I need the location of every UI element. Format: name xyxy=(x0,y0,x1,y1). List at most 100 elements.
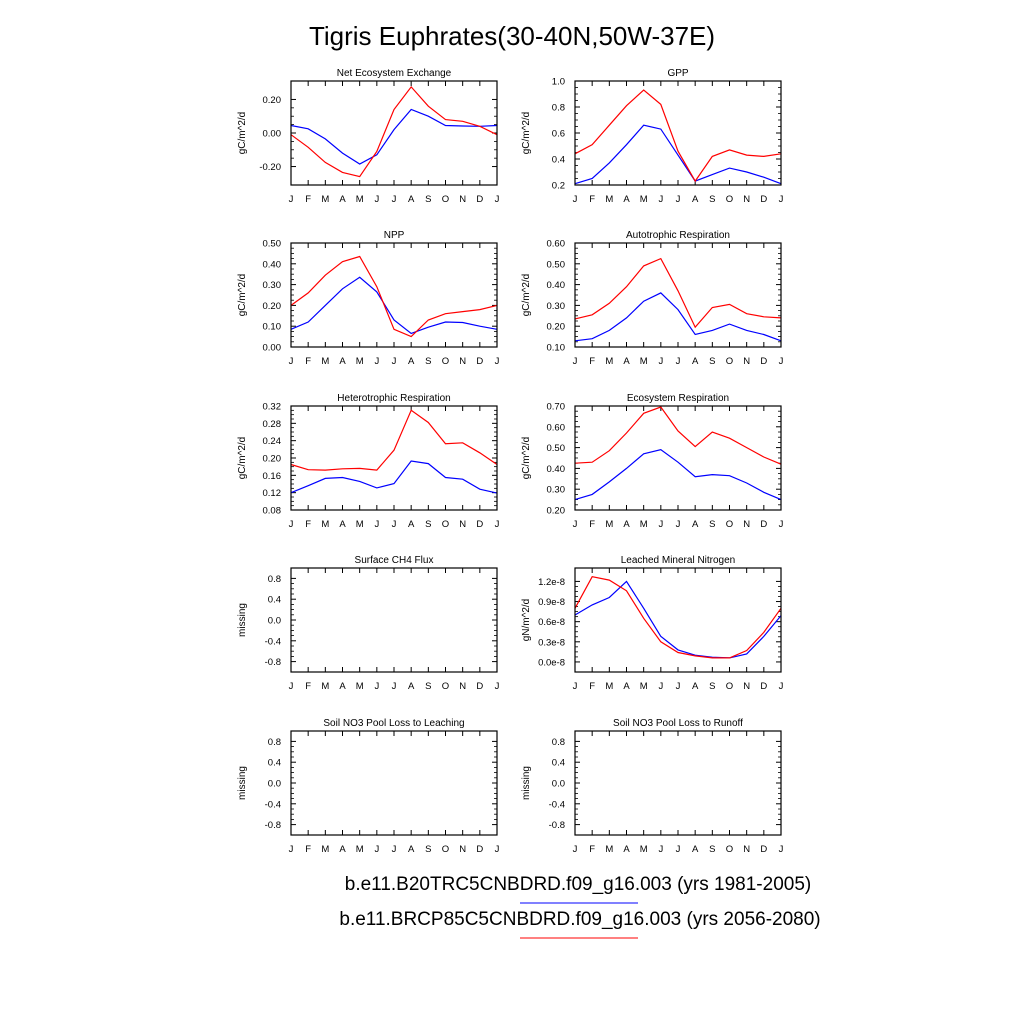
panel-ecosystem-respiration-frame xyxy=(574,405,782,511)
x-tick-label: N xyxy=(459,194,466,205)
panel-surface-ch4-flux-title: Surface CH4 Flux xyxy=(355,555,434,566)
panel-npp-frame xyxy=(290,242,498,348)
x-tick-label: F xyxy=(305,519,311,530)
y-tick-label: 0.30 xyxy=(547,301,566,312)
x-tick-label: J xyxy=(658,194,663,205)
x-tick-label: M xyxy=(356,681,364,692)
panel-autotrophic-respiration-series-blue xyxy=(574,292,782,342)
y-tick-label: 1.0 xyxy=(552,77,565,88)
x-tick-label: M xyxy=(640,194,648,205)
x-tick-label: S xyxy=(709,194,715,205)
x-tick-label: A xyxy=(623,681,630,692)
x-tick-label: J xyxy=(289,681,294,692)
panel-heterotrophic-respiration-title: Heterotrophic Respiration xyxy=(337,393,450,404)
x-tick-label: J xyxy=(392,681,397,692)
x-tick-label: F xyxy=(589,194,595,205)
y-tick-label: 0.9e-8 xyxy=(538,597,565,608)
y-tick-label: 0.8 xyxy=(268,574,281,585)
x-tick-label: J xyxy=(779,519,784,530)
x-tick-label: N xyxy=(743,356,750,367)
panel-heterotrophic-respiration-frame xyxy=(290,405,498,511)
y-tick-label: 0.00 xyxy=(263,343,282,354)
x-tick-label: O xyxy=(442,519,449,530)
x-tick-label: S xyxy=(709,844,715,855)
panel-surface-ch4-flux-ylabel: missing xyxy=(237,603,248,637)
y-tick-label: 0.70 xyxy=(547,402,566,413)
x-tick-label: M xyxy=(356,194,364,205)
x-tick-label: S xyxy=(709,519,715,530)
panel-autotrophic-respiration-frame xyxy=(574,242,782,348)
x-tick-label: J xyxy=(573,356,578,367)
panel-npp-series-red xyxy=(290,255,498,338)
panel-gpp-frame xyxy=(574,80,782,186)
y-tick-label: 0.10 xyxy=(263,322,282,333)
y-tick-label: 0.12 xyxy=(263,488,282,499)
panel-ecosystem-respiration-series-red xyxy=(574,406,782,465)
x-tick-label: M xyxy=(321,519,329,530)
y-tick-label: 0.40 xyxy=(547,280,566,291)
x-tick-label: N xyxy=(459,519,466,530)
legend: b.e11.B20TRC5CNBDRD.f09_g16.003 (yrs 198… xyxy=(339,874,821,939)
x-tick-label: J xyxy=(573,844,578,855)
x-tick-label: A xyxy=(339,194,346,205)
x-tick-label: A xyxy=(692,194,699,205)
panel-soil-no3-pool-loss-to-leaching-frame xyxy=(290,730,498,836)
x-tick-label: D xyxy=(760,844,767,855)
y-tick-label: 0.2 xyxy=(552,181,565,192)
x-tick-label: M xyxy=(640,519,648,530)
x-tick-label: M xyxy=(605,194,613,205)
panel-heterotrophic-respiration-series-blue xyxy=(290,460,498,494)
x-tick-label: J xyxy=(495,194,500,205)
x-tick-label: O xyxy=(726,519,733,530)
y-tick-label: 1.2e-8 xyxy=(538,577,565,588)
x-tick-label: A xyxy=(408,844,415,855)
x-tick-label: A xyxy=(623,519,630,530)
panel-autotrophic-respiration-series-red xyxy=(574,257,782,329)
y-tick-label: -0.4 xyxy=(265,636,281,647)
x-tick-label: M xyxy=(605,519,613,530)
y-tick-label: 0.20 xyxy=(547,506,566,517)
x-tick-label: J xyxy=(374,844,379,855)
x-tick-label: J xyxy=(658,844,663,855)
y-tick-label: 0.50 xyxy=(547,259,566,270)
y-tick-label: 0.40 xyxy=(547,464,566,475)
y-tick-label: 0.0 xyxy=(552,779,565,790)
x-tick-label: S xyxy=(425,681,431,692)
x-tick-label: J xyxy=(658,681,663,692)
y-tick-label: -0.8 xyxy=(549,820,565,831)
x-tick-label: O xyxy=(442,844,449,855)
y-tick-label: 0.20 xyxy=(263,454,282,465)
x-tick-label: D xyxy=(476,356,483,367)
x-tick-label: D xyxy=(476,681,483,692)
x-tick-label: N xyxy=(459,844,466,855)
y-tick-label: 0.30 xyxy=(263,280,282,291)
panel-soil-no3-pool-loss-to-leaching-ylabel: missing xyxy=(237,766,248,800)
y-tick-label: 0.60 xyxy=(547,422,566,433)
x-tick-label: M xyxy=(356,844,364,855)
x-tick-label: S xyxy=(425,356,431,367)
x-tick-label: J xyxy=(392,356,397,367)
x-tick-label: S xyxy=(425,194,431,205)
x-tick-label: S xyxy=(425,519,431,530)
x-tick-label: A xyxy=(623,844,630,855)
y-tick-label: 0.20 xyxy=(263,301,282,312)
x-tick-label: J xyxy=(495,356,500,367)
y-tick-label: 0.50 xyxy=(263,239,282,250)
x-tick-label: J xyxy=(392,194,397,205)
x-tick-label: O xyxy=(726,194,733,205)
x-tick-label: J xyxy=(676,519,681,530)
panel-heterotrophic-respiration-series-red xyxy=(290,409,498,471)
y-tick-label: 0.24 xyxy=(263,436,282,447)
y-tick-label: 0.4 xyxy=(552,758,565,769)
panel-leached-mineral-nitrogen-series-blue xyxy=(574,580,782,659)
panel-net-ecosystem-exchange-frame xyxy=(290,80,498,186)
y-tick-label: -0.4 xyxy=(549,799,565,810)
x-tick-label: O xyxy=(442,356,449,367)
x-tick-label: A xyxy=(692,519,699,530)
